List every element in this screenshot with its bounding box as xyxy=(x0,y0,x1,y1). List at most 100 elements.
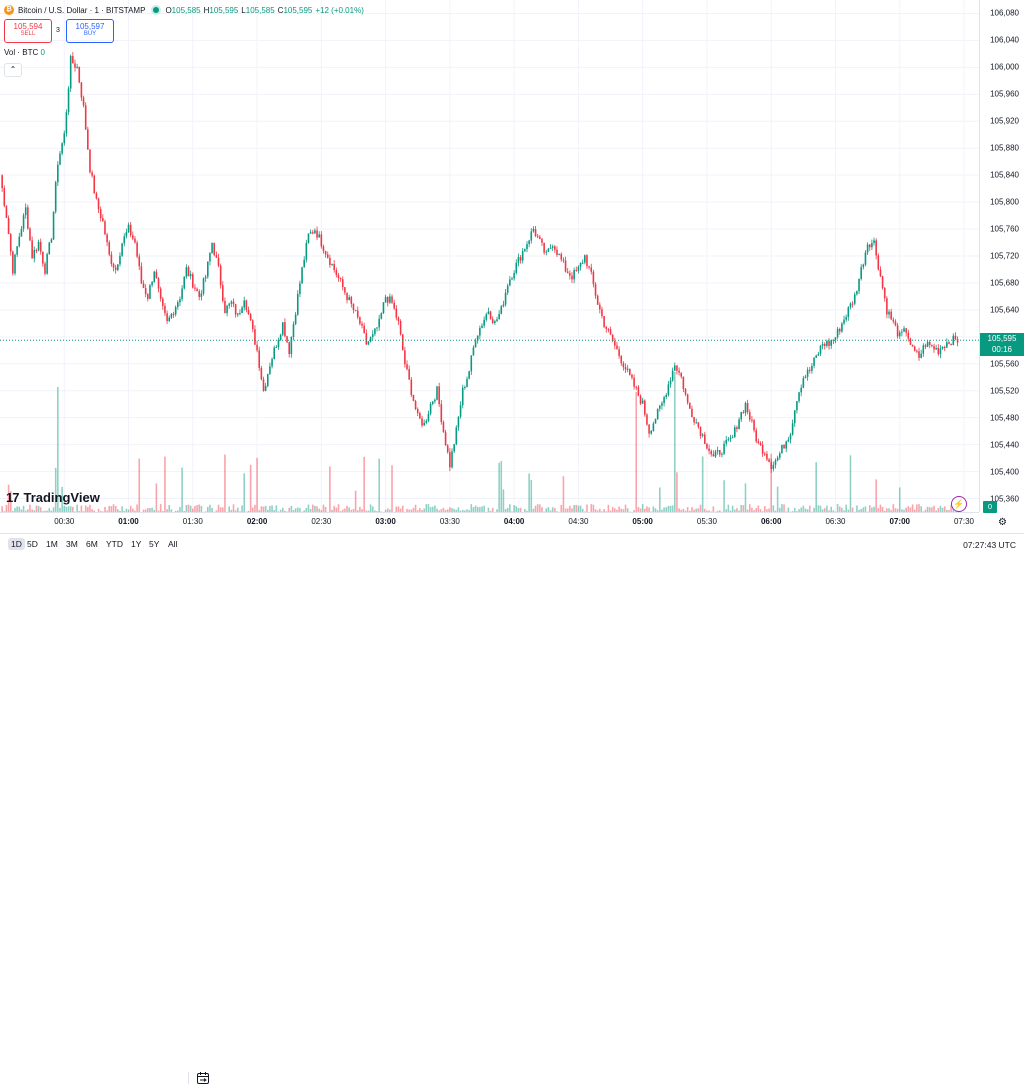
range-button-6m[interactable]: 6M xyxy=(86,539,98,549)
candle xyxy=(854,294,856,303)
range-button-1m[interactable]: 1M xyxy=(46,539,58,549)
volume-legend[interactable]: Vol · BTC 0 xyxy=(4,48,45,57)
candle xyxy=(413,395,415,401)
range-button-3m[interactable]: 3M xyxy=(66,539,78,549)
candle xyxy=(773,465,775,469)
candle xyxy=(342,279,344,287)
range-button-all[interactable]: All xyxy=(168,539,177,549)
candle xyxy=(301,267,303,283)
utc-clock[interactable]: 07:27:43 UTC xyxy=(963,540,1016,550)
gear-icon[interactable]: ⚙ xyxy=(998,517,1007,528)
candle xyxy=(558,254,560,255)
volume-bar xyxy=(6,505,8,512)
candle xyxy=(186,267,188,276)
volume-bar xyxy=(672,505,674,512)
candle xyxy=(807,370,809,377)
candle xyxy=(860,267,862,279)
candle xyxy=(563,260,565,261)
candle xyxy=(730,438,732,439)
candle xyxy=(393,303,395,309)
volume-bar xyxy=(674,372,676,512)
candle xyxy=(21,229,23,237)
volume-bar xyxy=(338,504,340,512)
candle xyxy=(728,439,730,440)
candle xyxy=(839,329,841,332)
candle xyxy=(280,335,282,340)
candle xyxy=(871,243,873,247)
candle xyxy=(209,253,211,262)
candle xyxy=(306,243,308,260)
candle xyxy=(511,278,513,279)
volume-bar xyxy=(912,504,914,512)
candle xyxy=(68,88,70,112)
candle xyxy=(515,263,517,273)
calendar-range-icon[interactable] xyxy=(196,1071,210,1085)
candle xyxy=(218,258,220,266)
volume-bar xyxy=(363,457,365,512)
price-chart[interactable] xyxy=(0,0,979,512)
candle xyxy=(372,334,374,337)
alert-icon[interactable]: ⚡ xyxy=(951,496,967,512)
candle xyxy=(505,293,507,305)
range-button-1y[interactable]: 1Y xyxy=(131,539,141,549)
candle xyxy=(153,272,155,282)
candle xyxy=(74,63,76,67)
volume-bar xyxy=(186,505,188,512)
candle xyxy=(398,318,400,321)
candle xyxy=(297,294,299,315)
volume-bar xyxy=(745,483,747,512)
candle xyxy=(361,324,363,326)
candle xyxy=(368,341,370,344)
buy-button[interactable]: 105,597 BUY xyxy=(66,19,114,43)
range-button-5d[interactable]: 5D xyxy=(27,539,38,549)
candle xyxy=(288,342,290,354)
market-status-icon[interactable] xyxy=(153,7,159,13)
candle xyxy=(138,257,140,267)
candle xyxy=(710,451,712,454)
candle xyxy=(852,304,854,305)
candle xyxy=(498,314,500,319)
volume-bar xyxy=(728,505,730,512)
candle xyxy=(543,243,545,253)
candle xyxy=(620,356,622,363)
tradingview-logo[interactable]: 17 TradingView xyxy=(6,490,100,505)
candle xyxy=(419,413,421,418)
candle xyxy=(473,347,475,355)
candle xyxy=(548,249,550,252)
candle xyxy=(411,380,413,395)
sell-button[interactable]: 105,594 SELL xyxy=(4,19,52,43)
candle xyxy=(233,302,235,305)
candle xyxy=(633,378,635,387)
candle xyxy=(550,248,552,249)
candle xyxy=(828,341,830,346)
candle xyxy=(10,234,12,251)
candle xyxy=(406,364,408,369)
chevron-up-icon[interactable]: ⌃ xyxy=(4,63,22,77)
range-button-ytd[interactable]: YTD xyxy=(106,539,123,549)
candle xyxy=(642,401,644,404)
candle xyxy=(85,105,87,129)
range-button-5y[interactable]: 5Y xyxy=(149,539,159,549)
candle xyxy=(623,363,625,367)
price-tick-label: 105,480 xyxy=(990,413,1019,422)
candle xyxy=(794,410,796,423)
candle xyxy=(470,356,472,372)
symbol-title[interactable]: Bitcoin / U.S. Dollar · 1 · BITSTAMP xyxy=(18,6,145,15)
candle xyxy=(222,285,224,301)
candle xyxy=(201,294,203,297)
candle xyxy=(263,379,265,391)
candle xyxy=(248,310,250,314)
volume-bar xyxy=(563,476,565,512)
candle xyxy=(436,386,438,399)
candle xyxy=(46,254,48,274)
chart-area[interactable] xyxy=(0,0,979,512)
candle xyxy=(18,237,20,247)
price-tick-label: 105,440 xyxy=(990,440,1019,449)
candle xyxy=(524,249,526,251)
candle xyxy=(888,312,890,315)
candle xyxy=(809,370,811,371)
range-button-1d[interactable]: 1D xyxy=(8,538,25,550)
sell-label: SELL xyxy=(5,31,51,37)
